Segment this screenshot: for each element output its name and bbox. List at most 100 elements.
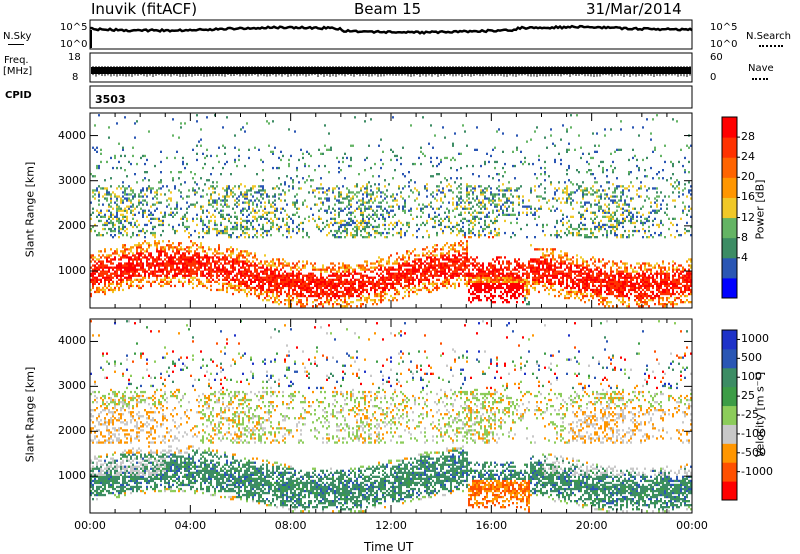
power-cell [248, 189, 250, 192]
power-cell [240, 266, 242, 269]
power-cell [434, 262, 436, 265]
power-cell [428, 266, 430, 269]
power-cell [114, 256, 116, 259]
x-tick-label: 20:00 [575, 519, 608, 532]
power-cell [298, 223, 300, 227]
power-cell [324, 191, 326, 194]
power-cell [394, 221, 396, 225]
power-cell [232, 260, 234, 263]
power-cell [322, 203, 324, 206]
power-cell [362, 211, 364, 214]
power-cell [354, 268, 356, 271]
power-cell [428, 254, 430, 257]
power-cell [480, 225, 482, 229]
power-cell [94, 280, 96, 283]
power-cell [166, 280, 168, 283]
power-cell [318, 217, 320, 220]
power-cell [506, 292, 508, 296]
power-cell [166, 156, 168, 160]
power-cell [458, 258, 460, 261]
power-cell [174, 213, 176, 216]
power-cell [250, 199, 252, 202]
power-cell [286, 229, 288, 233]
power-cell [172, 134, 174, 137]
power-cell [210, 173, 212, 176]
power-cell [118, 282, 120, 285]
power-cell [504, 189, 506, 192]
power-cell [180, 256, 182, 259]
power-cell [324, 225, 326, 229]
power-cell [366, 183, 368, 186]
power-cell [126, 256, 128, 259]
power-cell [474, 223, 476, 227]
power-cell [186, 258, 188, 261]
power-cell [302, 284, 304, 288]
power-cell [262, 276, 264, 279]
power-cell [292, 266, 294, 269]
power-cell [100, 272, 102, 275]
power-cell [276, 274, 278, 277]
power-cell [290, 286, 292, 290]
power-cell [238, 199, 240, 202]
power-cell [352, 286, 354, 290]
power-cell [108, 274, 110, 277]
power-cell [202, 166, 204, 170]
power-cell [234, 268, 236, 271]
power-cell [236, 278, 238, 281]
power-cell [498, 197, 500, 200]
power-cell [434, 244, 436, 247]
power-cell [424, 276, 426, 279]
power-cell [458, 231, 460, 235]
power-cell [140, 280, 142, 283]
power-cell [254, 146, 256, 149]
power-cell [252, 209, 254, 212]
power-cell [114, 288, 116, 292]
power-cell [440, 268, 442, 271]
power-cell [200, 266, 202, 269]
power-cell [360, 223, 362, 227]
power-cell [386, 209, 388, 212]
power-cell [260, 215, 262, 218]
power-cell [374, 276, 376, 279]
power-cell [182, 268, 184, 271]
power-cell [336, 286, 338, 290]
power-cell [310, 288, 312, 292]
power-cell [460, 264, 462, 267]
power-cell [260, 189, 262, 192]
power-cell [124, 207, 126, 210]
power-cell [304, 181, 306, 184]
power-cell [192, 187, 194, 190]
power-cell [114, 272, 116, 275]
power-cell [414, 284, 416, 288]
power-cell [342, 292, 344, 296]
power-cell [426, 252, 428, 255]
power-cell [508, 274, 510, 277]
power-cell [190, 246, 192, 249]
power-cell [256, 268, 258, 271]
power-cell [262, 189, 264, 192]
power-cell [400, 162, 402, 166]
power-cell [220, 223, 222, 227]
power-cell [416, 262, 418, 265]
power-cell [286, 276, 288, 279]
power-cell [454, 181, 456, 184]
power-cell [304, 162, 306, 166]
power-cell [130, 264, 132, 267]
power-cell [466, 272, 468, 275]
power-cell [94, 276, 96, 279]
power-cell [408, 181, 410, 184]
power-cell [216, 250, 218, 253]
power-cell [290, 236, 292, 239]
power-cell [342, 266, 344, 269]
power-cell [202, 209, 204, 212]
power-cell [120, 274, 122, 277]
power-cell [136, 268, 138, 271]
power-cell [436, 258, 438, 261]
power-cell [322, 221, 324, 225]
power-cell [332, 305, 334, 308]
power-cell [296, 278, 298, 281]
power-cell [116, 250, 118, 253]
power-cell [346, 301, 348, 304]
power-cell [508, 278, 510, 281]
